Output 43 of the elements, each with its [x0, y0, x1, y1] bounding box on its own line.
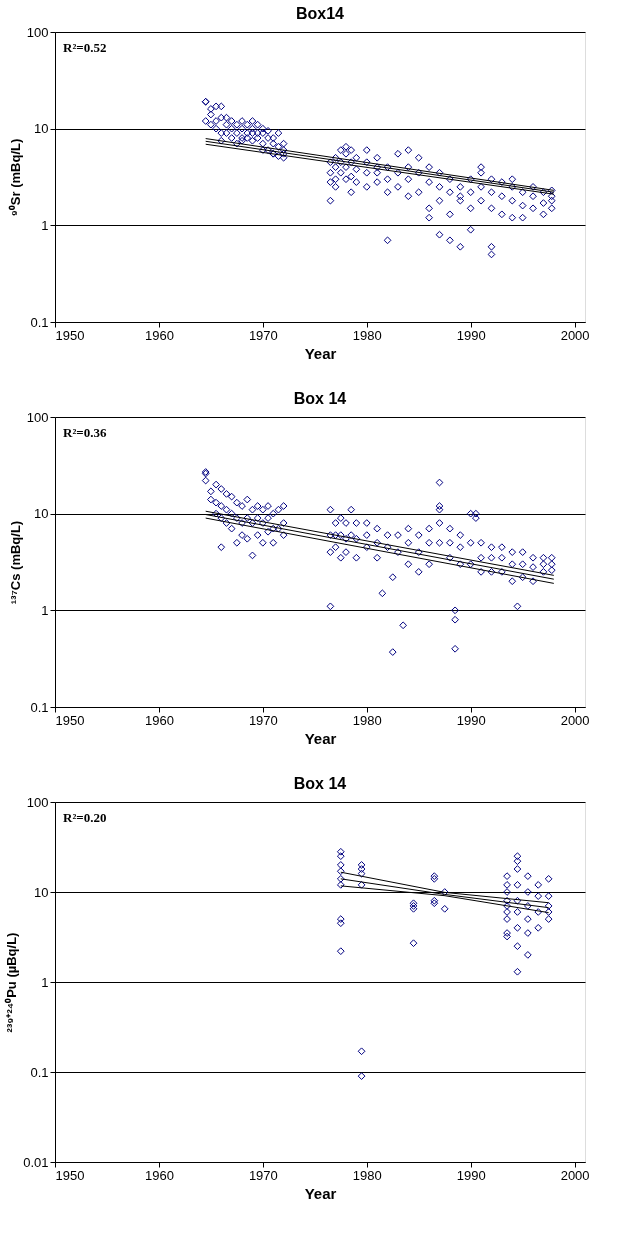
y-tick-label: 100: [26, 24, 49, 40]
x-tick-label: 1960: [144, 327, 174, 343]
x-axis-title: Year: [304, 1184, 337, 1202]
chart-title: Box 14: [293, 775, 347, 792]
x-axis-title: Year: [304, 729, 337, 747]
annotation: R²=0.36: [63, 425, 107, 440]
x-tick-label: 1980: [352, 712, 382, 728]
x-tick-label: 2000: [560, 1167, 590, 1183]
x-tick-label: 2000: [560, 327, 590, 343]
y-tick-label: 0.1: [30, 1064, 49, 1080]
y-tick-label: 10: [34, 121, 49, 137]
y-tick-label: 1: [41, 974, 49, 990]
y-tick-label: 0.1: [30, 314, 49, 330]
y-tick-label: 1: [41, 217, 49, 233]
x-tick-label: 1970: [248, 1167, 278, 1183]
x-tick-label: 1970: [248, 712, 278, 728]
x-tick-label: 1950: [55, 1167, 85, 1183]
y-tick-label: 0.1: [30, 699, 49, 715]
x-tick-label: 1960: [144, 712, 174, 728]
y-tick-label: 0.01: [23, 1154, 49, 1170]
y-tick-label: 100: [26, 794, 49, 810]
y-axis-title: ⁹⁰Sr (mBq/L): [7, 138, 23, 217]
annotation: R²=0.20: [63, 810, 107, 825]
x-tick-label: 1990: [456, 1167, 486, 1183]
x-tick-label: 1990: [456, 327, 486, 343]
chart-title: Box14: [295, 5, 345, 22]
x-tick-label: 1960: [144, 1167, 174, 1183]
x-tick-label: 1990: [456, 712, 486, 728]
y-axis-title: ¹³⁷Cs (mBq/L): [7, 520, 23, 605]
x-tick-label: 1950: [55, 712, 85, 728]
x-tick-label: 1970: [248, 327, 278, 343]
y-axis-title: ²³⁹⁺²⁴⁰Pu (µBq/L): [4, 932, 20, 1033]
x-tick-label: 1980: [352, 1167, 382, 1183]
y-tick-label: 10: [34, 506, 49, 522]
chart-title: Box 14: [293, 390, 347, 407]
x-tick-label: 1980: [352, 327, 382, 343]
x-tick-label: 1950: [55, 327, 85, 343]
x-tick-label: 2000: [560, 712, 590, 728]
y-tick-label: 100: [26, 409, 49, 425]
annotation: R²=0.52: [63, 40, 107, 55]
x-axis-title: Year: [304, 344, 337, 362]
y-tick-label: 10: [34, 884, 49, 900]
y-tick-label: 1: [41, 602, 49, 618]
